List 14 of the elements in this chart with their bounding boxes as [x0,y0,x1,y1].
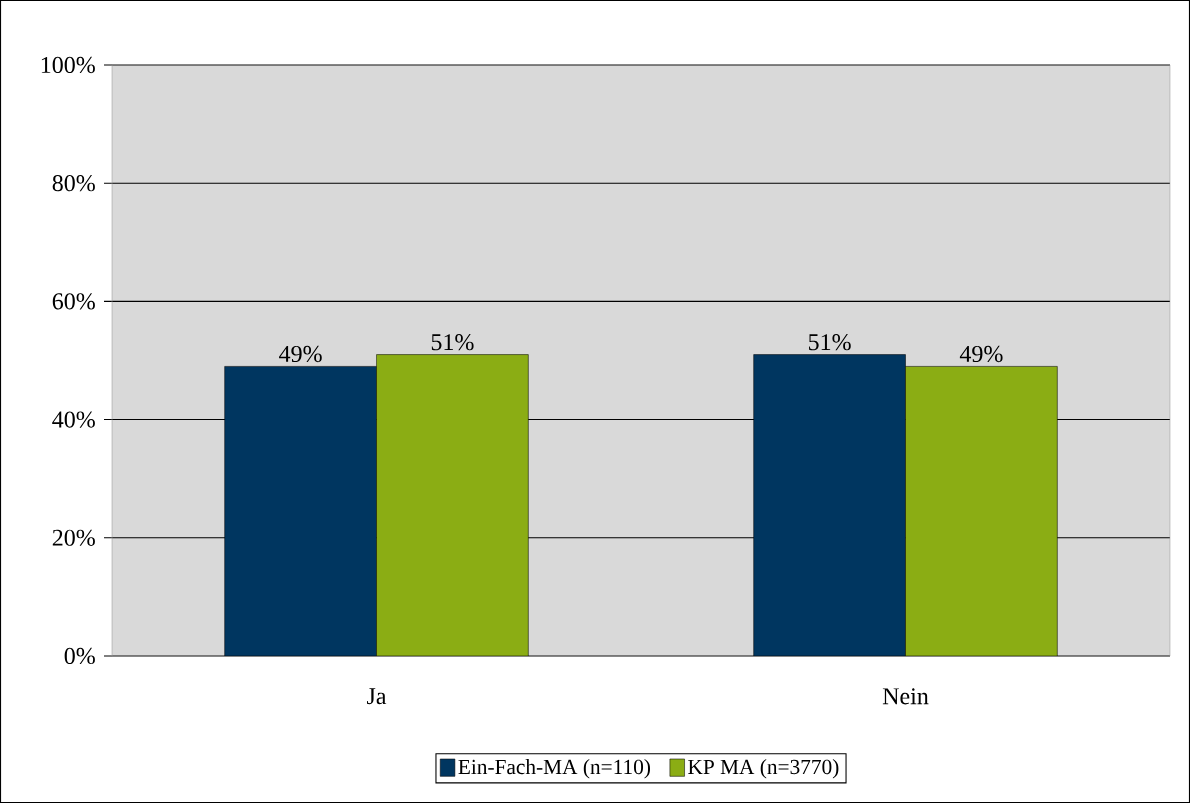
data-label: 49% [959,345,1003,363]
y-tick-label: 0% [64,647,95,665]
x-tick-label: Nein [882,688,929,705]
y-tick-label: 60% [52,293,95,310]
y-tick-label: 20% [52,529,95,546]
legend-label: Ein-Fach-MA (n=110) [458,759,651,779]
y-tick-label: 100% [41,56,95,74]
y-tick-label: 40% [52,411,95,428]
data-label: 49% [279,345,322,363]
data-label: 51% [809,334,851,351]
legend-label: KP MA (n=3770) [688,759,839,779]
data-label: 51% [431,334,474,351]
x-tick-label: Ja [367,688,387,705]
y-tick-label: 80% [52,175,95,192]
